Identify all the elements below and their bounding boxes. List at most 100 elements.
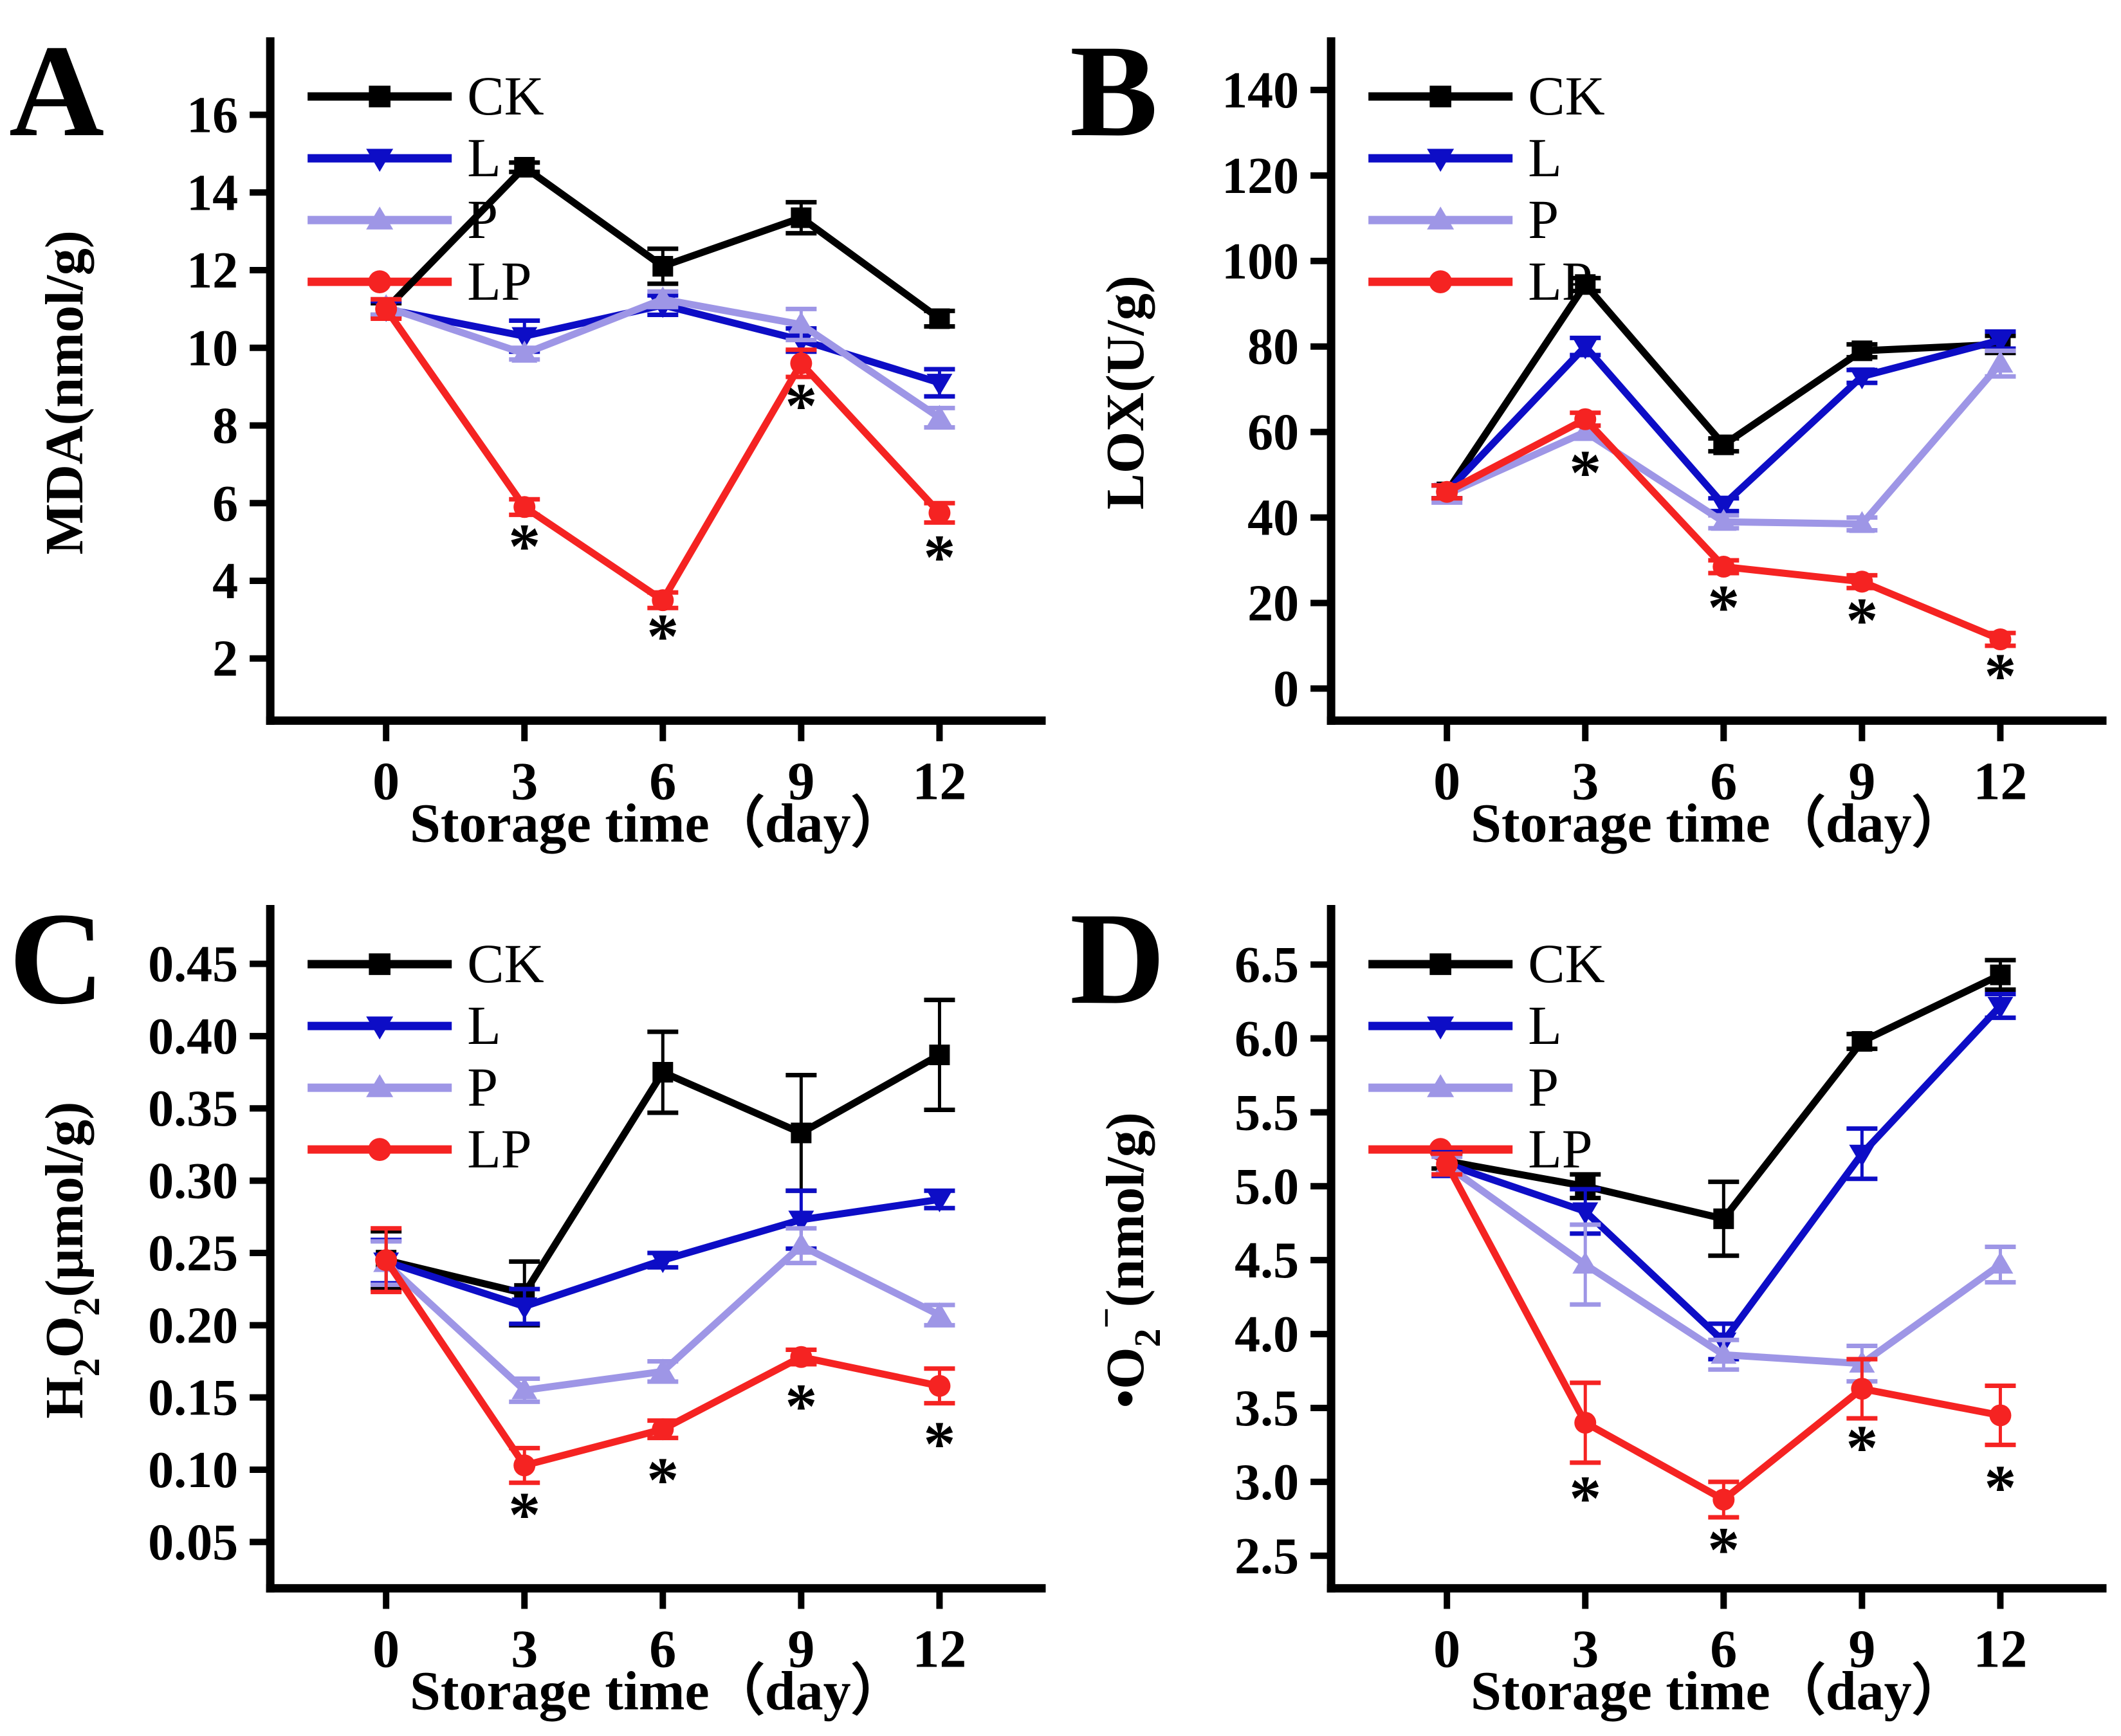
y-tick-label: 0.35 (148, 1081, 238, 1138)
legend-label: CK (467, 933, 544, 994)
x-tick-label: 12 (1973, 751, 2027, 811)
significance-markers: **** (508, 370, 955, 672)
asterisk-day-12: * (1984, 640, 2016, 711)
y-tick-label: 120 (1222, 148, 1299, 205)
legend-label: CK (467, 65, 544, 127)
legend-item-L: L (308, 127, 501, 188)
y-tick-label: 2.5 (1235, 1528, 1299, 1585)
asterisk-day-6: * (647, 1444, 679, 1515)
legend-item-L: L (308, 994, 501, 1056)
y-tick-label: 8 (212, 398, 238, 455)
y-tick-label: 100 (1222, 233, 1299, 290)
y-tick-label: 5.5 (1235, 1085, 1299, 1142)
asterisk-day-12: * (923, 1408, 955, 1479)
asterisk-day-3: * (508, 511, 540, 582)
y-tick-label: 0.15 (148, 1370, 238, 1427)
asterisk-day-9: * (785, 1371, 817, 1442)
y-tick-label: 140 (1222, 62, 1299, 119)
significance-markers: **** (508, 1371, 955, 1551)
series-CK (1431, 960, 2015, 1256)
series-markers-L (373, 296, 952, 396)
series-L (1431, 331, 2015, 518)
x-axis-label: Storage time（day） (410, 792, 906, 854)
legend-item-CK: CK (1368, 65, 1605, 127)
legend-item-L: L (1368, 994, 1562, 1056)
error-bars-LP (371, 299, 955, 608)
y-axis-label: •O2−(nmol/g) (1085, 1112, 1168, 1408)
panel-label: C (9, 886, 104, 1032)
x-tick-label: 0 (372, 1620, 399, 1679)
y-tick-label: 0 (1273, 661, 1299, 717)
legend-item-P: P (1368, 1057, 1559, 1119)
legend-label: L (467, 127, 501, 188)
y-tick-label: 12 (187, 242, 238, 299)
legend-label: CK (1528, 65, 1605, 127)
panel-label: B (1070, 18, 1158, 164)
series-CK (1431, 274, 2015, 502)
y-tick-label: 6.0 (1235, 1011, 1299, 1068)
legend-item-L: L (1368, 127, 1562, 188)
x-tick-label: 12 (912, 751, 966, 811)
y-tick-label: 2 (212, 631, 238, 688)
legend-label: CK (1528, 933, 1605, 994)
series-markers-CK (1437, 274, 2010, 502)
y-tick-label: 0.30 (148, 1153, 238, 1210)
legend-label: L (1528, 994, 1562, 1056)
y-tick-label: 0.45 (148, 937, 238, 993)
legend-item-LP: LP (308, 1119, 531, 1180)
asterisk-day-6: * (1707, 1514, 1740, 1585)
legend-item-LP: LP (1368, 250, 1592, 312)
tick-marks (1310, 90, 2000, 741)
legend-label: LP (467, 250, 531, 312)
series-LP (371, 298, 955, 611)
x-axis-label: Storage time（day） (410, 1660, 906, 1722)
asterisk-day-6: * (1707, 572, 1740, 643)
legend-label: LP (1528, 1119, 1592, 1180)
asterisk-day-3: * (1569, 1463, 1601, 1534)
legend-label: P (467, 1057, 498, 1119)
legend-item-CK: CK (1368, 933, 1605, 994)
y-tick-label: 0.25 (148, 1225, 238, 1282)
x-tick-label: 12 (912, 1620, 966, 1679)
y-tick-label: 6.5 (1235, 937, 1299, 994)
legend-label: P (1528, 1057, 1559, 1119)
x-tick-label: 0 (1433, 751, 1460, 811)
series-L (371, 295, 955, 396)
asterisk-day-9: * (1846, 584, 1878, 655)
y-tick-label: 4.5 (1235, 1233, 1299, 1290)
y-tick-label: 3.0 (1235, 1454, 1299, 1511)
asterisk-day-9: * (1846, 1412, 1878, 1484)
y-tick-label: 5.0 (1235, 1159, 1299, 1216)
y-axis-label: MDA(nmol/g) (35, 230, 95, 554)
significance-markers: **** (1569, 1412, 2016, 1586)
y-tick-label: 0.40 (148, 1009, 238, 1065)
y-tick-label: 20 (1247, 576, 1299, 632)
asterisk-day-9: * (785, 370, 817, 441)
y-tick-label: 0.20 (148, 1298, 238, 1355)
tick-marks (250, 115, 939, 742)
legend-item-CK: CK (308, 933, 544, 994)
legend-label: L (1528, 127, 1562, 188)
x-tick-label: 12 (1973, 1620, 2027, 1679)
y-tick-label: 3.5 (1235, 1380, 1299, 1437)
y-tick-label: 4 (212, 553, 238, 610)
y-tick-label: 10 (187, 320, 238, 377)
asterisk-day-6: * (647, 601, 679, 672)
panel-label: D (1070, 886, 1165, 1032)
y-tick-label: 80 (1247, 319, 1299, 376)
x-tick-label: 0 (1433, 1620, 1460, 1679)
y-tick-label: 40 (1247, 490, 1299, 547)
y-tick-label: 0.10 (148, 1442, 238, 1499)
x-axis-label: Storage time（day） (1470, 1660, 1967, 1722)
